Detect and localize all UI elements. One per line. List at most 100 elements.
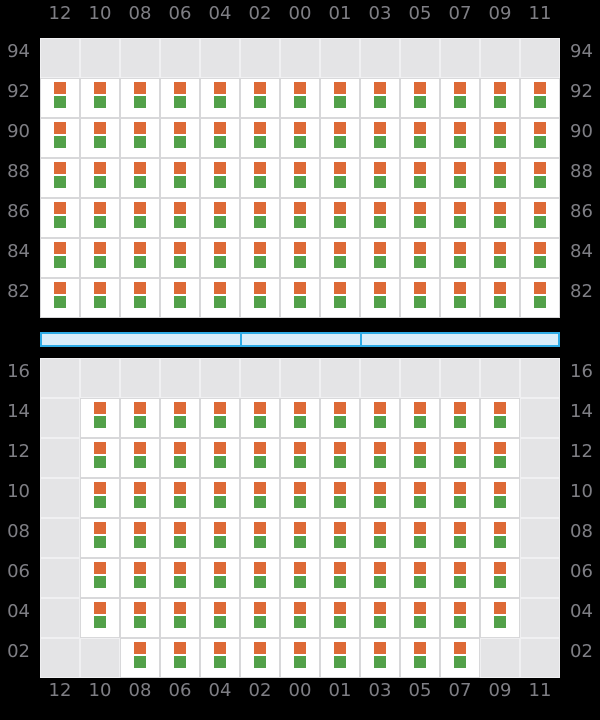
grid-cell[interactable] [400,198,440,238]
grid-cell[interactable] [320,278,360,318]
grid-cell[interactable] [240,198,280,238]
grid-cell[interactable] [240,438,280,478]
grid-cell[interactable] [40,278,80,318]
grid-cell[interactable] [160,598,200,638]
grid-cell[interactable] [160,278,200,318]
grid-cell[interactable] [320,438,360,478]
grid-cell[interactable] [120,158,160,198]
grid-cell[interactable] [280,638,320,678]
grid-cell[interactable] [480,278,520,318]
grid-cell[interactable] [360,518,400,558]
grid-cell[interactable] [440,598,480,638]
grid-cell[interactable] [120,638,160,678]
grid-cell[interactable] [120,198,160,238]
grid-cell[interactable] [240,78,280,118]
grid-cell[interactable] [80,558,120,598]
grid-cell[interactable] [120,438,160,478]
grid-cell[interactable] [160,78,200,118]
grid-cell[interactable] [320,198,360,238]
grid-cell[interactable] [40,198,80,238]
grid-cell[interactable] [320,638,360,678]
grid-cell[interactable] [480,598,520,638]
grid-cell[interactable] [80,278,120,318]
grid-cell[interactable] [400,478,440,518]
grid-cell[interactable] [280,158,320,198]
grid-cell[interactable] [240,598,280,638]
grid-cell[interactable] [440,158,480,198]
grid-cell[interactable] [520,238,560,278]
grid-cell[interactable] [360,198,400,238]
grid-cell[interactable] [80,598,120,638]
grid-cell[interactable] [440,78,480,118]
grid-cell[interactable] [240,118,280,158]
grid-cell[interactable] [400,638,440,678]
grid-cell[interactable] [200,398,240,438]
grid-cell[interactable] [280,198,320,238]
grid-cell[interactable] [440,398,480,438]
grid-cell[interactable] [480,198,520,238]
grid-cell[interactable] [440,278,480,318]
grid-cell[interactable] [200,598,240,638]
grid-cell[interactable] [280,598,320,638]
grid-cell[interactable] [360,478,400,518]
grid-cell[interactable] [320,78,360,118]
grid-cell[interactable] [200,158,240,198]
grid-cell[interactable] [40,238,80,278]
grid-cell[interactable] [480,78,520,118]
grid-cell[interactable] [360,638,400,678]
grid-cell[interactable] [440,118,480,158]
grid-cell[interactable] [320,518,360,558]
grid-cell[interactable] [120,118,160,158]
grid-cell[interactable] [160,518,200,558]
grid-cell[interactable] [480,118,520,158]
grid-cell[interactable] [320,558,360,598]
grid-cell[interactable] [400,158,440,198]
grid-cell[interactable] [120,238,160,278]
grid-cell[interactable] [120,558,160,598]
grid-cell[interactable] [120,518,160,558]
grid-cell[interactable] [360,598,400,638]
grid-cell[interactable] [360,158,400,198]
grid-cell[interactable] [200,518,240,558]
grid-cell[interactable] [160,198,200,238]
grid-cell[interactable] [280,78,320,118]
grid-cell[interactable] [40,118,80,158]
grid-cell[interactable] [160,238,200,278]
grid-cell[interactable] [400,518,440,558]
grid-cell[interactable] [320,158,360,198]
grid-cell[interactable] [480,398,520,438]
grid-cell[interactable] [200,78,240,118]
grid-cell[interactable] [160,438,200,478]
grid-cell[interactable] [360,78,400,118]
grid-cell[interactable] [200,278,240,318]
grid-cell[interactable] [240,278,280,318]
grid-cell[interactable] [80,238,120,278]
grid-cell[interactable] [360,238,400,278]
grid-cell[interactable] [240,238,280,278]
grid-cell[interactable] [80,158,120,198]
grid-cell[interactable] [440,438,480,478]
grid-cell[interactable] [480,478,520,518]
grid-cell[interactable] [200,558,240,598]
grid-cell[interactable] [200,638,240,678]
grid-cell[interactable] [320,118,360,158]
grid-cell[interactable] [400,558,440,598]
grid-cell[interactable] [160,158,200,198]
grid-cell[interactable] [240,398,280,438]
grid-cell[interactable] [120,598,160,638]
grid-cell[interactable] [480,518,520,558]
grid-cell[interactable] [240,558,280,598]
grid-cell[interactable] [200,438,240,478]
grid-cell[interactable] [40,78,80,118]
grid-cell[interactable] [280,478,320,518]
grid-cell[interactable] [360,278,400,318]
grid-cell[interactable] [480,558,520,598]
grid-cell[interactable] [520,158,560,198]
grid-cell[interactable] [440,638,480,678]
grid-cell[interactable] [280,118,320,158]
grid-cell[interactable] [320,398,360,438]
grid-cell[interactable] [440,518,480,558]
grid-cell[interactable] [120,398,160,438]
grid-cell[interactable] [400,278,440,318]
grid-cell[interactable] [200,198,240,238]
